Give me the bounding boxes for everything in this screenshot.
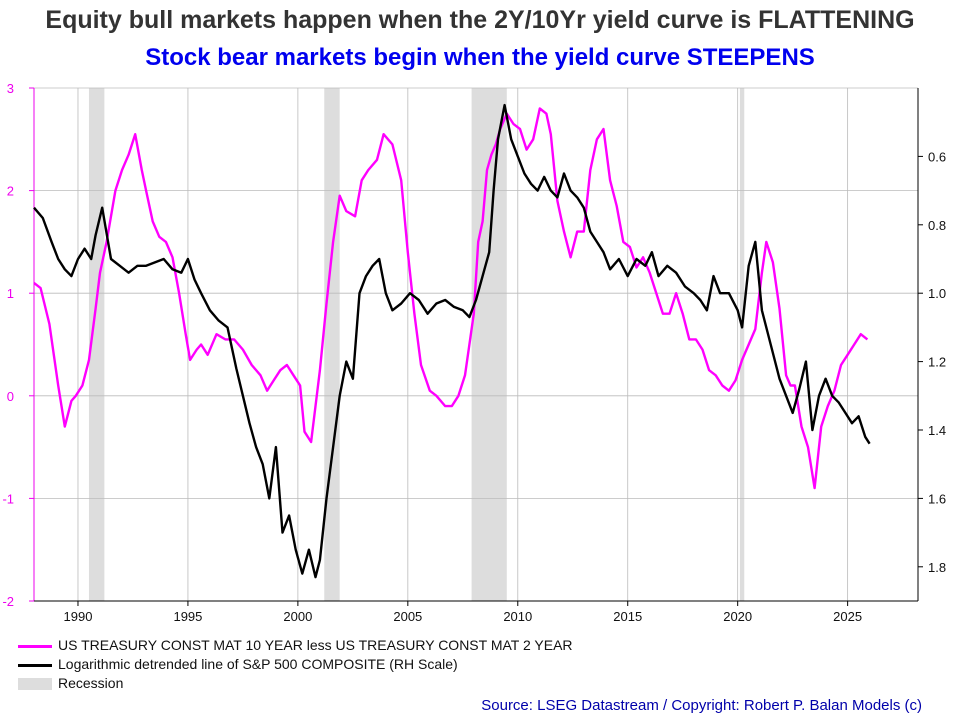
right-tick-label-1: 0.8 [928,218,946,233]
x-tick-label-4: 2010 [503,609,532,624]
right-tick-label-6: 1.8 [928,560,946,575]
x-tick-label-0: 1990 [64,609,93,624]
series-line-sp500 [33,103,871,579]
recession-band-2 [471,88,507,601]
left-tick-label-1: 2 [7,184,14,199]
source-note: Source: LSEG Datastream / Copyright: Rob… [481,697,922,714]
legend-label-yield-spread: US TREASURY CONST MAT 10 YEAR less US TR… [58,637,573,653]
x-tick-label-3: 2005 [393,609,422,624]
legend-swatch-recession [18,678,52,691]
right-tick-label-4: 1.4 [928,423,946,438]
right-tick-label-0: 0.6 [928,149,946,164]
legend-label-recession: Recession [58,675,124,691]
left-tick-label-3: 0 [7,389,14,404]
x-tick-label-1: 1995 [173,609,202,624]
left-tick-label-5: -2 [2,594,14,609]
recession-band-3 [739,88,745,601]
legend-item-recession: Recession [18,675,123,691]
legend-item-sp500: Logarithmic detrended line of S&P 500 CO… [18,656,458,672]
legend-swatch-sp500 [18,663,52,667]
x-tick-label-6: 2020 [723,609,752,624]
chart-subtitle: Stock bear markets begin when the yield … [145,44,815,71]
left-tick-label-4: -1 [2,491,14,506]
right-tick-label-2: 1.0 [928,286,946,301]
x-tick-label-7: 2025 [833,609,862,624]
right-tick-label-3: 1.2 [928,355,946,370]
left-tick-label-0: 3 [7,81,14,96]
x-tick-label-2: 2000 [283,609,312,624]
recession-band-1 [324,88,340,601]
legend-item-yield-spread: US TREASURY CONST MAT 10 YEAR less US TR… [18,637,573,653]
legend-swatch-yield-spread [18,644,52,648]
x-tick-label-5: 2015 [613,609,642,624]
legend-label-sp500: Logarithmic detrended line of S&P 500 CO… [58,656,458,672]
chart-title: Equity bull markets happen when the 2Y/1… [45,6,915,34]
left-tick-label-2: 1 [7,286,14,301]
right-tick-label-5: 1.6 [928,491,946,506]
